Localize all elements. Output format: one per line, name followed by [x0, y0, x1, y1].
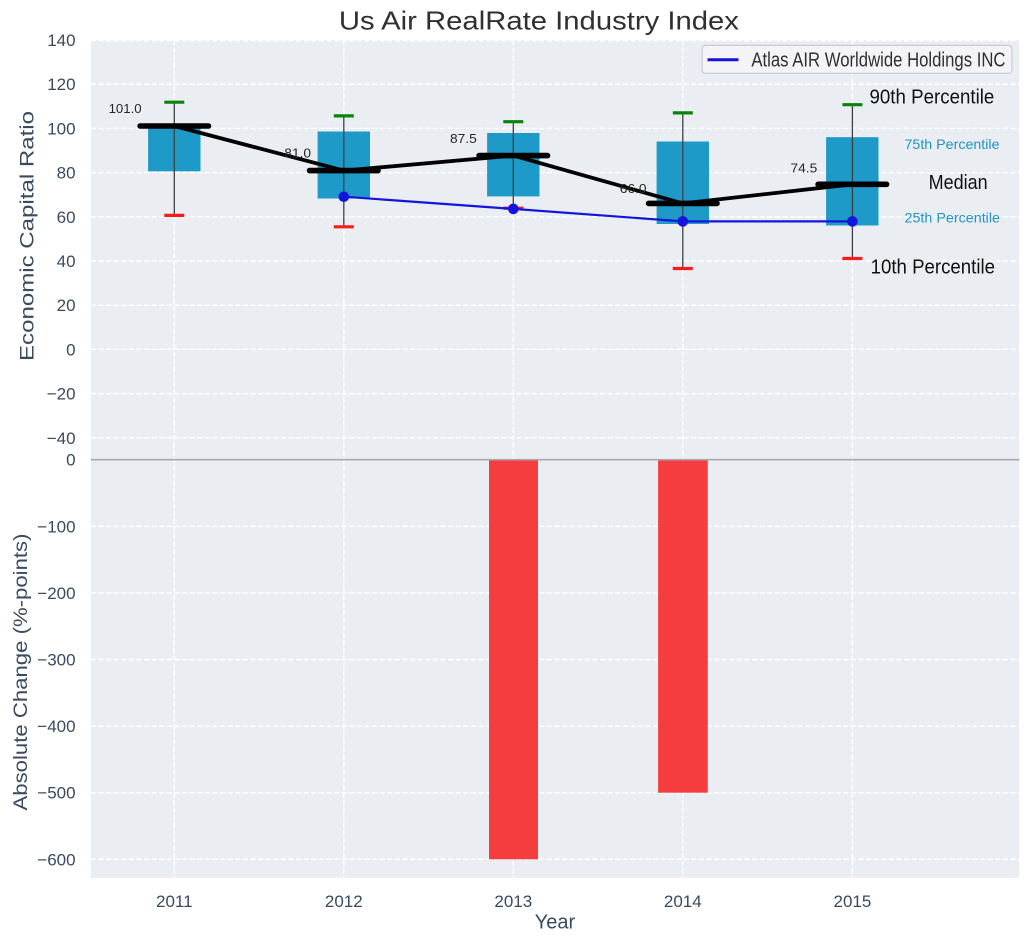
svg-text:−40: −40 [47, 429, 76, 448]
svg-text:60: 60 [57, 208, 76, 227]
svg-text:−400: −400 [37, 717, 75, 736]
svg-text:75th Percentile: 75th Percentile [905, 136, 1000, 152]
svg-text:2011: 2011 [156, 892, 193, 911]
svg-text:−600: −600 [37, 850, 75, 869]
svg-text:2012: 2012 [325, 892, 363, 911]
svg-text:Absolute Change (%-points): Absolute Change (%-points) [10, 534, 32, 811]
svg-text:81.0: 81.0 [284, 146, 311, 161]
svg-text:66.0: 66.0 [620, 181, 647, 196]
svg-text:Median: Median [929, 171, 988, 194]
svg-text:−200: −200 [37, 584, 75, 603]
svg-text:80: 80 [57, 164, 76, 183]
svg-text:2013: 2013 [494, 892, 532, 911]
svg-text:87.5: 87.5 [450, 131, 477, 146]
svg-text:101.0: 101.0 [109, 101, 142, 116]
svg-text:Year: Year [535, 912, 576, 934]
svg-text:−300: −300 [37, 651, 75, 670]
svg-text:140: 140 [47, 31, 75, 50]
svg-text:40: 40 [57, 252, 76, 271]
svg-text:−500: −500 [37, 784, 75, 803]
svg-text:Economic Capital Ratio: Economic Capital Ratio [17, 111, 39, 361]
svg-text:0: 0 [66, 451, 75, 470]
svg-text:100: 100 [47, 119, 75, 138]
svg-text:2015: 2015 [833, 892, 871, 911]
svg-text:Atlas AIR Worldwide Holdings I: Atlas AIR Worldwide Holdings INC [751, 50, 1005, 72]
svg-text:20: 20 [57, 296, 76, 315]
svg-text:2014: 2014 [664, 892, 702, 911]
svg-text:74.5: 74.5 [791, 161, 818, 176]
svg-text:25th Percentile: 25th Percentile [905, 210, 1001, 226]
svg-text:120: 120 [47, 75, 75, 94]
svg-text:0: 0 [66, 340, 75, 359]
svg-text:10th Percentile: 10th Percentile [871, 256, 995, 279]
svg-text:Us Air RealRate Industry Index: Us Air RealRate Industry Index [339, 6, 739, 36]
svg-text:−20: −20 [47, 385, 76, 404]
svg-text:−100: −100 [37, 517, 75, 536]
svg-text:90th Percentile: 90th Percentile [870, 85, 995, 108]
